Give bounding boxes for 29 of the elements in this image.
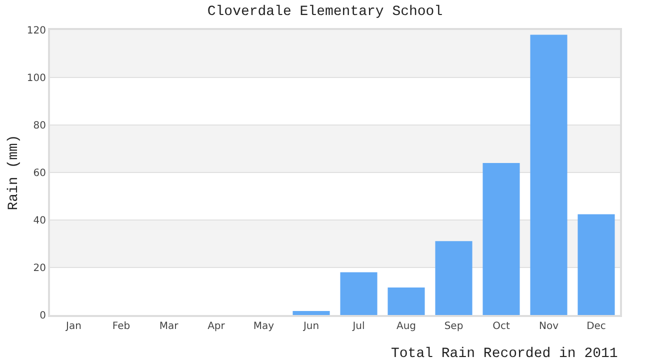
x-tick-label: Dec — [586, 321, 606, 332]
y-tick-label: 40 — [33, 216, 46, 226]
x-tick-label: Mar — [159, 321, 180, 332]
x-tick-label: Oct — [492, 321, 510, 332]
y-tick-label: 60 — [33, 168, 46, 179]
x-tick-label: May — [253, 321, 274, 332]
x-tick-label: Jun — [302, 321, 320, 332]
y-tick-label: 80 — [33, 120, 46, 132]
x-tick-label: Jan — [65, 321, 82, 332]
chart-title: Cloverdale Elementary School — [207, 4, 443, 20]
bar — [530, 34, 568, 315]
x-tick-label: Feb — [112, 321, 130, 332]
bar — [340, 272, 378, 315]
y-tick-label: 20 — [33, 263, 46, 274]
y-axis-title: Rain (mm) — [6, 134, 22, 210]
y-tick-label: 120 — [26, 26, 46, 36]
bar — [435, 241, 472, 315]
bar — [482, 163, 520, 315]
y-tick-label: 0 — [40, 310, 46, 322]
x-tick-label: Aug — [396, 321, 416, 332]
x-tick-label: Nov — [538, 321, 559, 332]
x-axis-title: Total Rain Recorded in 2011 — [391, 346, 618, 360]
bar — [292, 310, 330, 315]
x-tick-label: Apr — [208, 321, 226, 332]
x-tick-label: Jul — [352, 321, 365, 332]
bar — [578, 214, 615, 315]
y-tick-label: 100 — [26, 73, 46, 84]
x-tick-label: Sep — [444, 321, 464, 332]
bar — [388, 287, 425, 315]
